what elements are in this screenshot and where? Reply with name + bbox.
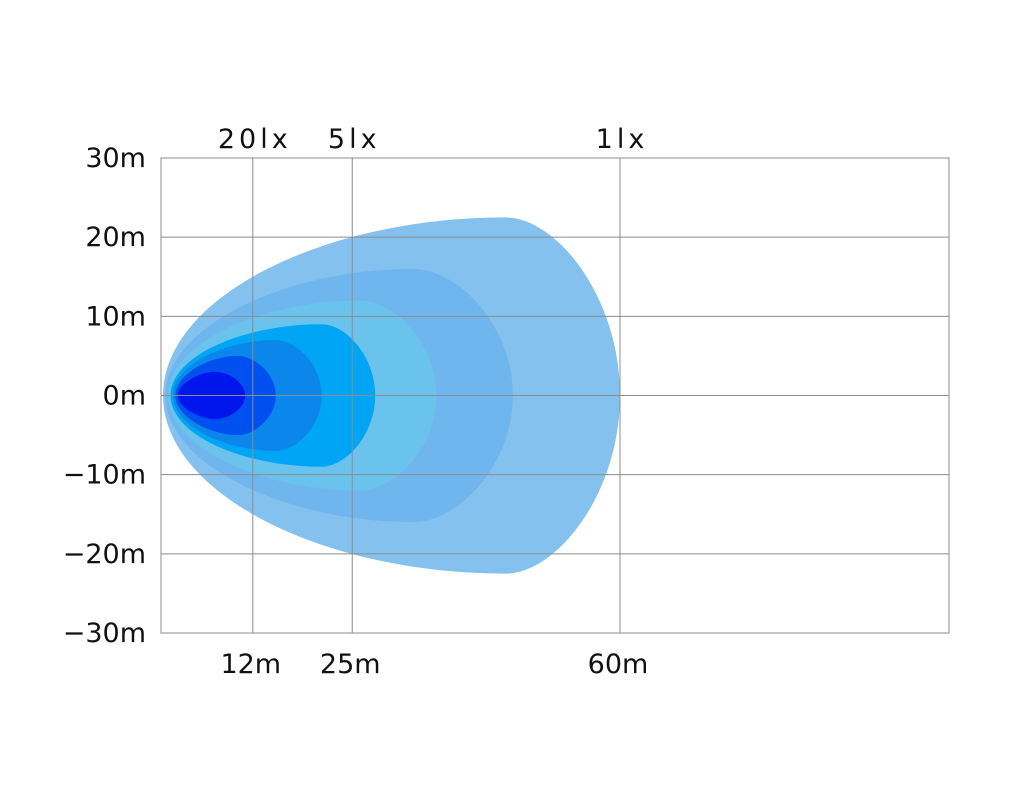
y-tick-label: 20m xyxy=(85,222,146,253)
y-tick-label: 30m xyxy=(85,143,146,174)
x-tick-label: 60m xyxy=(588,649,649,680)
x-tick-label: 12m xyxy=(220,649,281,680)
grid-layer xyxy=(160,157,950,634)
y-tick-label: −10m xyxy=(63,460,146,491)
lux-label: 1lx xyxy=(596,124,649,155)
y-tick-label: 10m xyxy=(85,301,146,332)
y-tick-label: 0m xyxy=(103,381,146,412)
label-layer: 30m 20m 10m 0m −10m −20m −30m 12m 20lx 25m 5lx 60m 1… xyxy=(63,124,649,680)
x-tick-label: 25m xyxy=(320,649,381,680)
y-tick-label: −20m xyxy=(63,539,146,570)
lux-label: 20lx xyxy=(218,124,292,155)
y-tick-label: −30m xyxy=(63,618,146,649)
lux-label: 5lx xyxy=(328,124,381,155)
